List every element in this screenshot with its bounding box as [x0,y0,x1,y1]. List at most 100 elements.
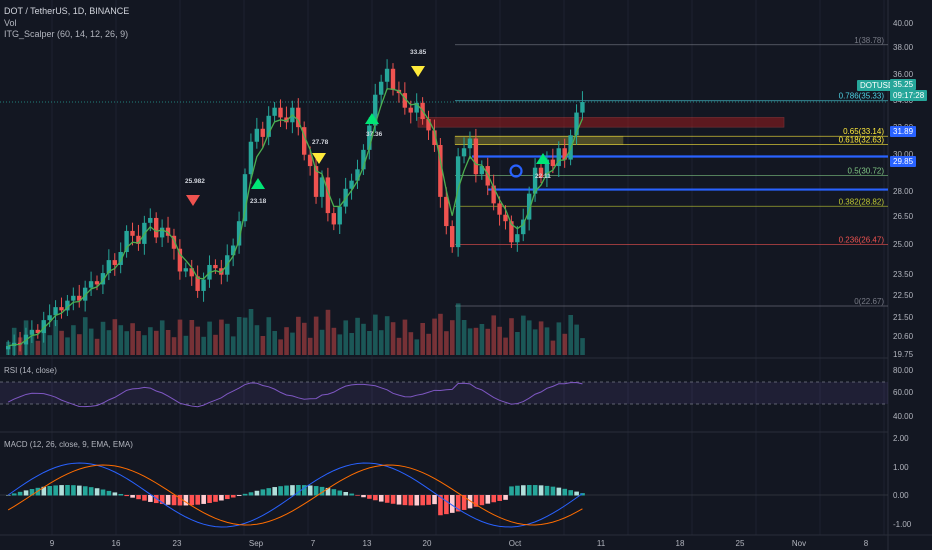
volume-bar [278,339,283,355]
candle-body [278,107,283,118]
candle-body [17,342,23,345]
candle-body [136,235,141,244]
rsi-title[interactable]: RSI (14, close) [4,366,57,375]
volume-bar [497,326,502,355]
macd-histogram-bar [414,495,420,506]
volume-bar [361,323,366,355]
macd-histogram-bar [266,488,272,496]
symbol-title[interactable]: DOT / TetherUS, 1D, BINANCE [4,6,130,16]
macd-tick-label: 2.00 [893,434,909,443]
macd-histogram-bar [207,495,212,503]
candle-body [450,226,455,248]
macd-histogram-bar [432,495,437,505]
volume-bar [438,313,443,355]
price-tick-label: 38.00 [893,43,914,52]
candle-body [41,320,46,334]
candle-body [82,287,88,301]
candle-body [378,81,384,95]
macd-title[interactable]: MACD (12, 26, close, 9, EMA, EMA) [4,440,133,449]
macd-histogram-bar [230,495,236,498]
buy-signal-marker [365,113,379,124]
macd-histogram-bar [159,495,165,505]
price-tick-label: 30.00 [893,150,914,159]
macd-histogram-bar [479,495,485,506]
macd-histogram-bar [390,495,396,504]
level-tag-1: 31.89 [890,126,917,137]
volume-bar [580,338,585,355]
volume-bar [100,321,106,355]
signal-value-label: 37.36 [366,131,383,138]
macd-histogram-bar [562,488,568,496]
volume-bar [544,327,550,355]
candle-body [426,119,431,131]
volume-bar [302,322,307,355]
rsi-pane [0,381,888,408]
macd-histogram-bar [444,495,449,515]
macd-histogram-bar [461,495,467,510]
volume-bar [106,330,112,355]
macd-histogram-bar [319,486,325,496]
candle-body [100,273,106,285]
candle-body [444,196,449,227]
volume-bar [467,328,473,355]
candle-body [390,68,396,90]
macd-histogram-bar [491,495,497,503]
candle-body [230,245,236,256]
macd-histogram-bar [17,491,23,496]
candle-body [296,107,301,128]
time-tick-label: 7 [311,539,316,548]
volume-bar [367,331,372,355]
candle-body [408,107,413,113]
candle-body [177,248,183,272]
time-tick-label: 11 [597,539,606,548]
macd-histogram-bar [148,495,153,502]
volume-bar [574,324,579,355]
candle-body [165,227,171,236]
volume-legend[interactable]: Vol [4,18,17,28]
volume-bar [378,330,384,355]
candle-body [71,295,76,301]
volume-bar [165,330,171,355]
signal-line [7,464,583,526]
macd-histogram-bar [112,492,118,496]
fib-level-label: 0.65(33.14) [843,127,884,136]
macd-pane [0,462,888,528]
price-tick-label: 28.00 [893,187,914,196]
volume-bar [47,335,53,355]
macd-histogram-bar [213,495,218,502]
countdown-tag: 09:17:28 [890,90,928,101]
volume-bar [396,337,402,355]
price-tick-label: 20.60 [893,332,914,341]
volume-bar [272,331,277,355]
candle-body [183,268,188,272]
volume-bar [556,322,562,355]
macd-histogram-bar [77,485,82,496]
candle-body [47,315,52,321]
macd-histogram-bar [136,495,141,500]
time-tick-label: 9 [50,539,55,548]
indicator-legend[interactable]: ITG_Scalper (60, 14, 12, 26, 9) [4,29,129,39]
volume-bar [550,340,556,355]
volume-bar [35,340,41,355]
volume-bar [136,331,141,355]
price-tick-label: 36.00 [893,70,914,79]
candle-body [384,68,390,82]
macd-histogram-bar [556,487,562,496]
volume-bar [384,316,390,355]
macd-histogram-bar [408,495,414,506]
macd-histogram-bar [284,485,289,496]
macd-histogram-bar [248,492,254,496]
fib-zone [454,135,624,145]
volume-bar [444,331,449,355]
macd-histogram-bar [242,493,248,496]
candle-body [284,117,289,123]
rsi-line [7,382,583,408]
volume-bar [532,329,538,355]
rsi-tick-label: 40.00 [893,412,914,421]
candle-body [331,213,336,225]
volume-bar [515,332,520,355]
macd-histogram-bar [538,485,544,496]
volume-bar [225,323,230,355]
candle-body [479,166,484,175]
